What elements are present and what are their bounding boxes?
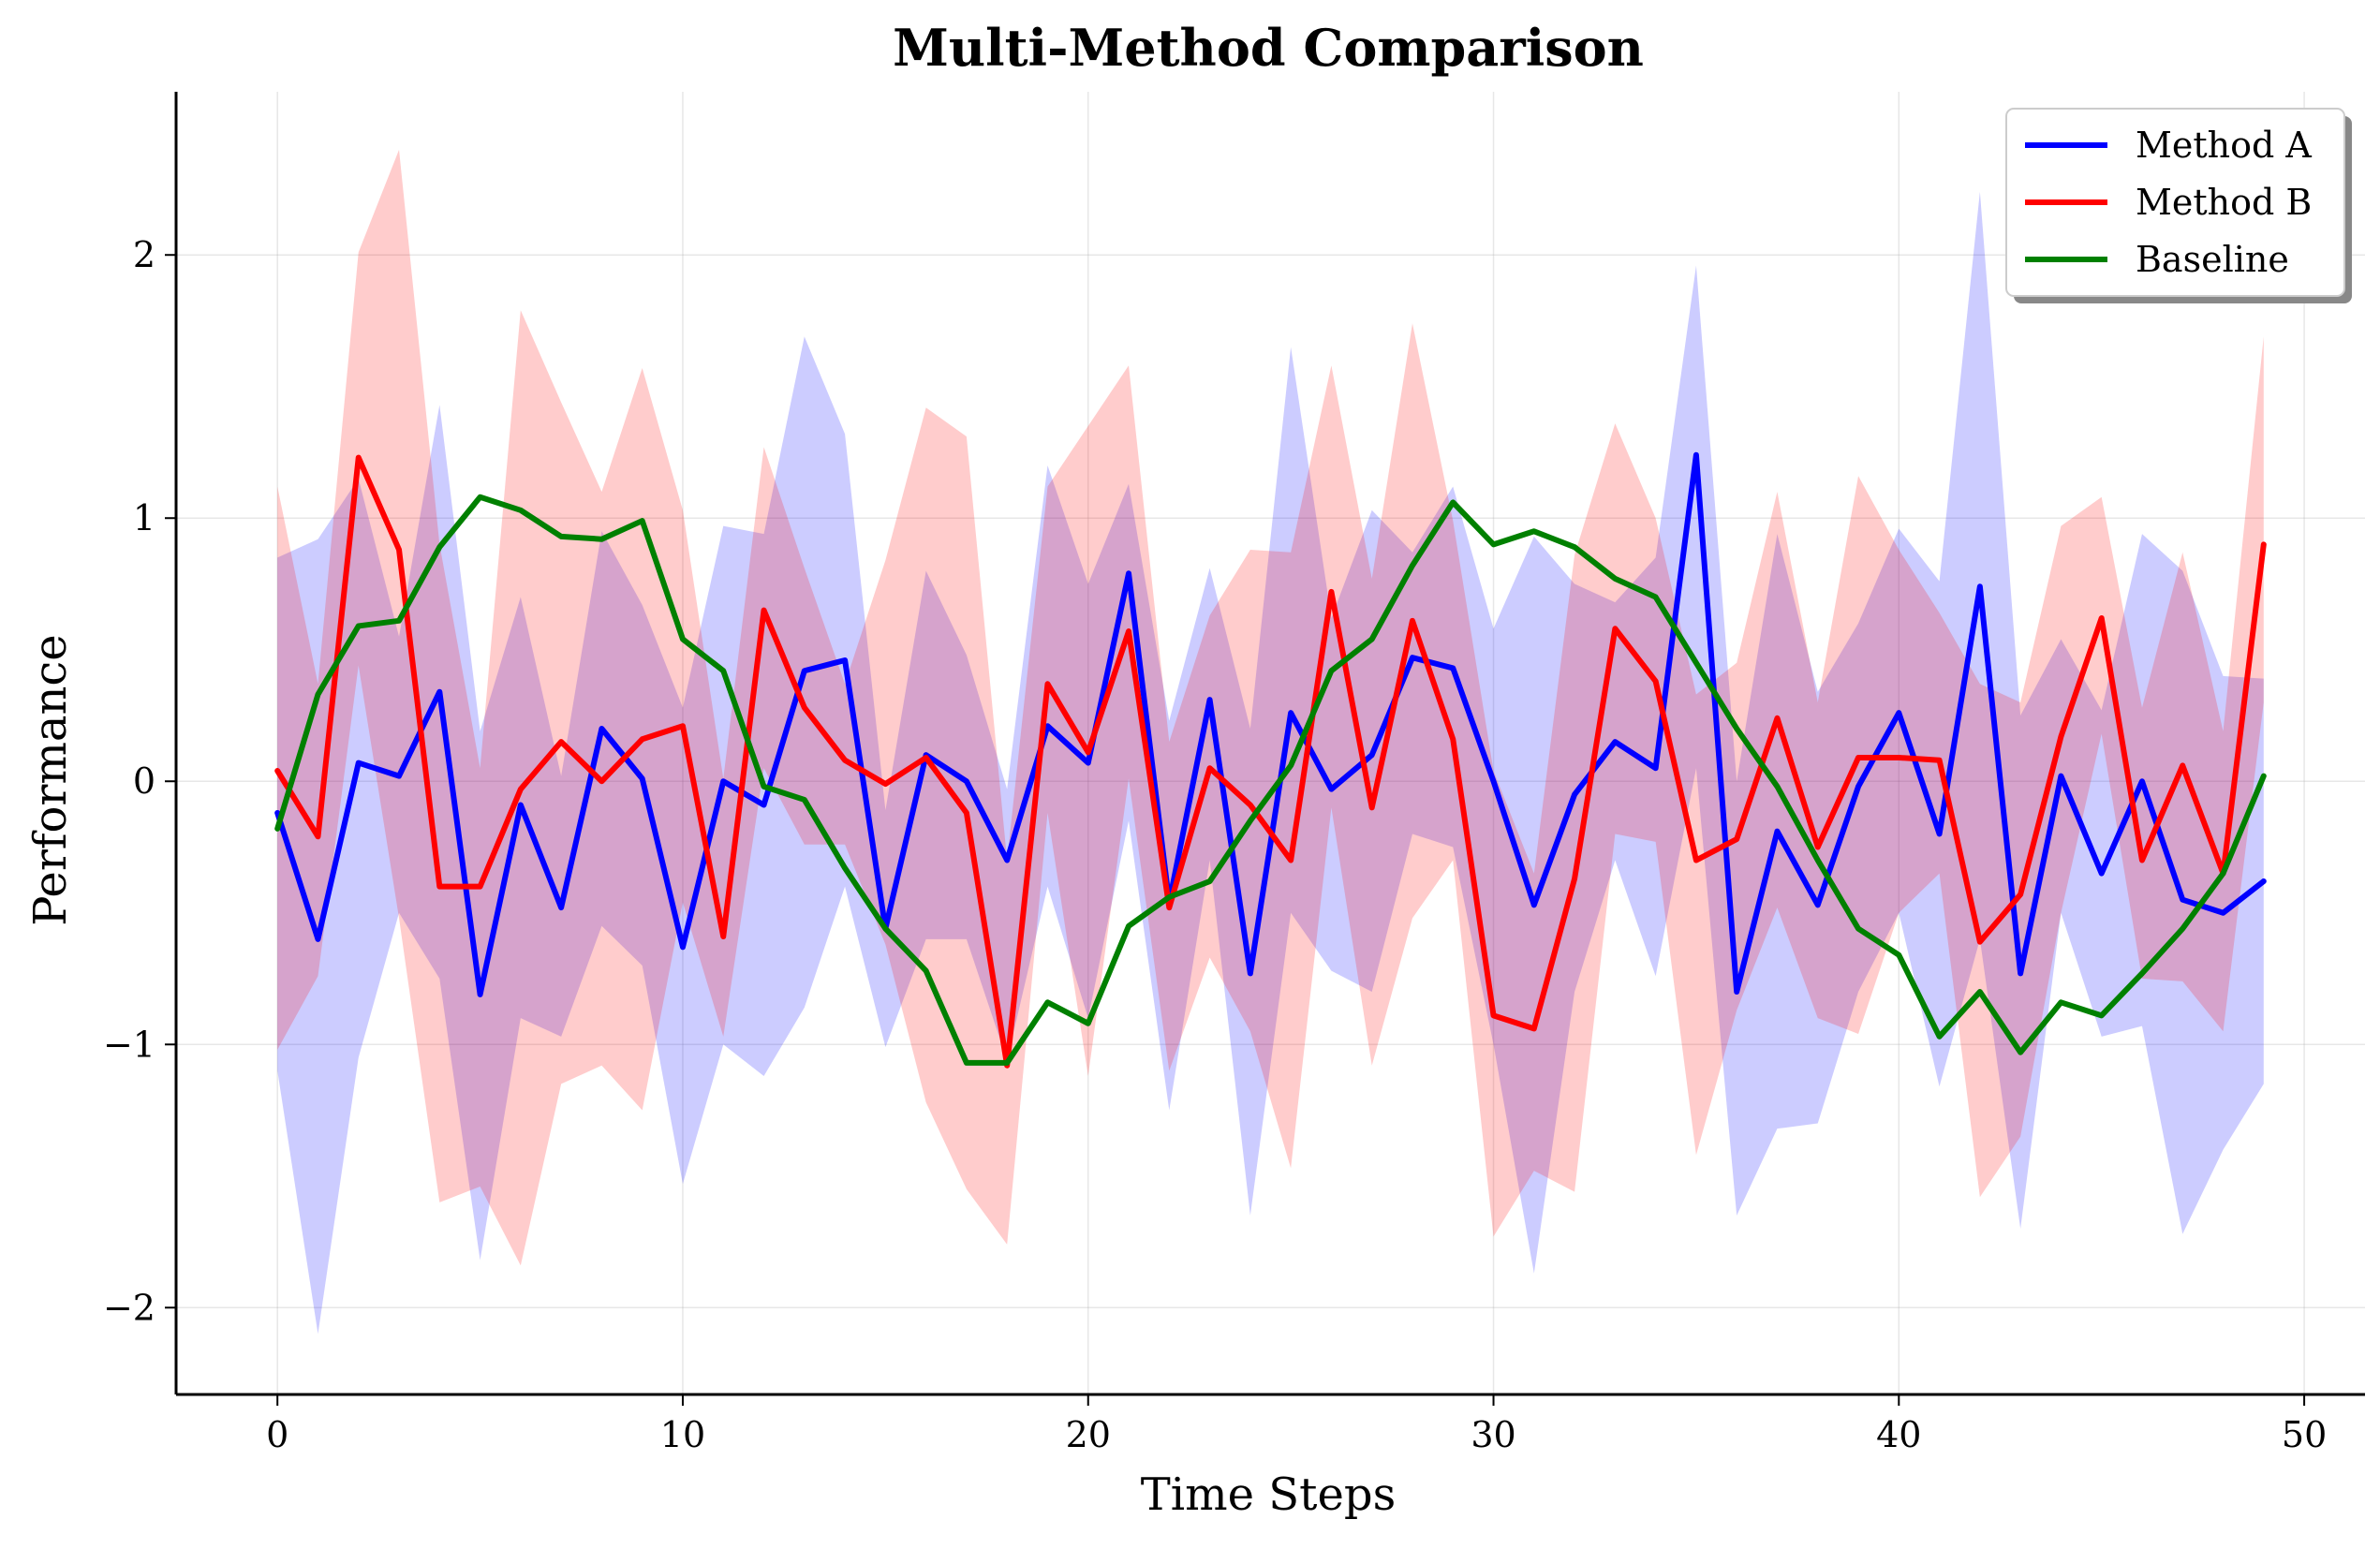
y-tick-label: 1 [133,497,155,538]
method-b-line [274,454,2267,1069]
y-tick-label: 2 [133,234,155,275]
legend-frame [2005,108,2345,297]
legend-label-baseline: Baseline [2136,239,2289,280]
x-tick-label: 50 [2282,1414,2327,1455]
x-axis-label: Time Steps [1141,1468,1396,1521]
x-tick-label: 30 [1471,1414,1515,1455]
method-a-line [274,451,2267,997]
y-tick-label: 0 [133,760,155,802]
y-tick-label: −2 [103,1287,155,1328]
tick-layer: 0 10 20 30 40 50 −2 −1 0 1 2 [103,234,2327,1455]
legend-label-method-b: Method B [2136,182,2312,223]
y-axis-label: Performance [24,634,77,925]
x-tick-label: 0 [266,1414,288,1455]
legend: Method A Method B Baseline [2005,108,2352,303]
x-tick-label: 20 [1066,1414,1111,1455]
method-b-confidence-band [277,149,2264,1266]
series-line-layer [274,451,2267,1069]
y-tick-label: −1 [103,1024,155,1065]
confidence-band-layer [277,149,2264,1335]
chart-title: Multi-Method Comparison [893,18,1644,78]
axes-layer [174,92,2365,1396]
method-a-confidence-band [277,191,2264,1335]
x-tick-label: 10 [660,1414,705,1455]
baseline-line [274,494,2267,1066]
legend-label-method-a: Method A [2136,125,2312,166]
grid-layer [176,92,2365,1394]
x-tick-label: 40 [1876,1414,1921,1455]
